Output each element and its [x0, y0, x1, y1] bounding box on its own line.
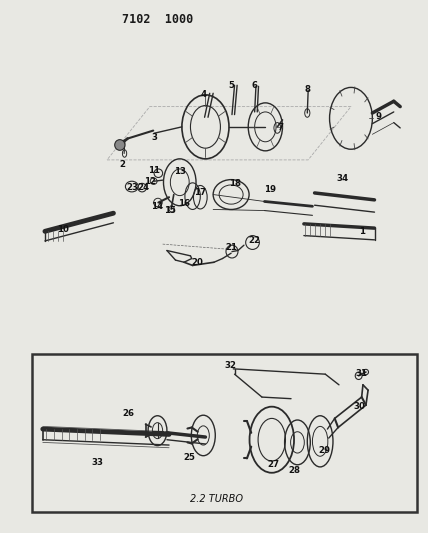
Text: 4: 4	[201, 91, 207, 99]
Text: 34: 34	[336, 174, 348, 183]
Text: 20: 20	[191, 258, 203, 266]
Text: 26: 26	[122, 409, 134, 417]
Text: 13: 13	[174, 167, 186, 176]
Text: 7: 7	[277, 124, 283, 132]
Text: 14: 14	[152, 203, 163, 211]
Text: 29: 29	[318, 446, 330, 455]
Text: 16: 16	[178, 199, 190, 208]
Text: 1: 1	[359, 228, 365, 236]
Text: 17: 17	[194, 189, 206, 197]
Text: 15: 15	[164, 206, 176, 215]
Text: 19: 19	[265, 185, 276, 193]
Text: 21: 21	[225, 244, 237, 252]
Text: 18: 18	[229, 180, 241, 188]
Text: 33: 33	[92, 458, 104, 467]
Text: 23: 23	[127, 183, 139, 192]
Text: 31: 31	[356, 369, 368, 377]
Text: 10: 10	[57, 225, 69, 233]
Text: 2.2 TURBO: 2.2 TURBO	[190, 494, 243, 504]
Text: 8: 8	[304, 85, 310, 94]
Text: 27: 27	[267, 461, 279, 469]
Text: 11: 11	[148, 166, 160, 175]
Text: 22: 22	[248, 237, 260, 245]
Text: 9: 9	[376, 112, 382, 120]
Text: 6: 6	[252, 81, 258, 90]
Text: 32: 32	[224, 361, 236, 370]
Text: 30: 30	[354, 402, 366, 410]
Ellipse shape	[115, 140, 125, 150]
FancyBboxPatch shape	[32, 354, 417, 512]
Text: 5: 5	[228, 81, 234, 90]
Text: 3: 3	[151, 133, 157, 142]
Text: 2: 2	[119, 160, 125, 168]
Text: 28: 28	[288, 466, 300, 474]
Text: 25: 25	[183, 453, 195, 462]
Text: 12: 12	[144, 177, 156, 185]
Text: 24: 24	[137, 183, 149, 192]
Text: 7102  1000: 7102 1000	[122, 13, 193, 26]
